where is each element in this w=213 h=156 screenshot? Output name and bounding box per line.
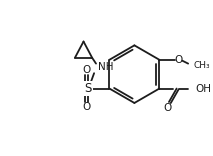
Text: S: S <box>85 82 92 95</box>
Text: OH: OH <box>196 84 212 94</box>
Text: O: O <box>83 102 91 112</box>
Text: CH₃: CH₃ <box>194 61 210 70</box>
Text: O: O <box>164 103 172 113</box>
Text: O: O <box>174 55 183 65</box>
Text: O: O <box>83 65 91 75</box>
Text: NH: NH <box>98 62 114 72</box>
